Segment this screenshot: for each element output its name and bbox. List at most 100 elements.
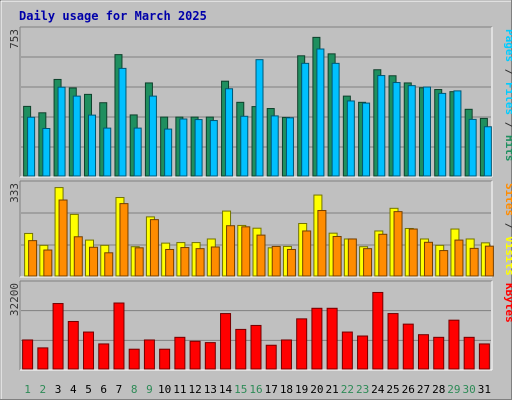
x-tick-label-day-19: 19 [295, 383, 308, 396]
x-tick-label-day-22: 22 [341, 383, 354, 396]
bar-sites-day-15 [241, 226, 251, 277]
bar-kbytes-day-29 [448, 319, 460, 370]
x-tick-label-day-30: 30 [463, 383, 476, 396]
bar-sites-day-25 [393, 211, 403, 277]
panel-visits-sites: 333 Sites / Visits [8, 180, 512, 278]
bar-kbytes-day-27 [417, 334, 429, 370]
x-axis-tick-labels: 1 2 3 4 5 6 7 8 9 10 11 12 13 14 15 16 17 18 19 20 21 22 23 24 2… [24, 383, 491, 396]
bar-sites-day-10 [165, 248, 175, 277]
chart-panels: 753 Pages / Files / Hits 333 Sites / Visits… [8, 26, 512, 371]
bar-files-day-24 [377, 75, 386, 177]
legend-segment: Files [503, 82, 512, 115]
bar-files-day-29 [453, 90, 462, 177]
legend-segment: / [503, 62, 512, 82]
bar-files-day-1 [27, 116, 36, 177]
bar-sites-day-14 [226, 225, 236, 277]
x-tick-label-day-8: 8 [131, 383, 138, 396]
legend-segment: KBytes [503, 283, 512, 323]
x-tick-label-day-31: 31 [478, 383, 491, 396]
bar-kbytes-day-17 [265, 344, 277, 370]
bar-kbytes-day-9 [143, 339, 155, 370]
bar-sites-day-7 [119, 203, 129, 277]
bar-files-day-31 [483, 126, 492, 177]
chart-title: Daily usage for March 2025 [19, 9, 207, 23]
legend-segment: Pages [503, 29, 512, 62]
bar-kbytes-day-1 [22, 339, 34, 370]
x-tick-label-day-24: 24 [371, 383, 385, 396]
bar-files-day-9 [148, 95, 157, 177]
bar-kbytes-day-5 [83, 331, 95, 370]
x-tick-label-day-18: 18 [280, 383, 293, 396]
bar-kbytes-day-3 [52, 303, 64, 370]
bar-sites-day-3 [58, 199, 68, 277]
x-tick-label-day-14: 14 [219, 383, 233, 396]
bar-sites-day-26 [408, 228, 418, 277]
bar-files-day-28 [438, 92, 447, 177]
x-tick-label-day-13: 13 [204, 383, 217, 396]
bar-files-day-21 [331, 62, 340, 177]
legend-segment: Visits [503, 236, 512, 276]
x-tick-label-day-28: 28 [432, 383, 445, 396]
bar-sites-day-1 [28, 240, 38, 277]
panel-pages-files-hits: 753 Pages / Files / Hits [8, 26, 512, 178]
x-tick-label-day-27: 27 [417, 383, 430, 396]
bar-kbytes-day-25 [387, 313, 399, 370]
bar-kbytes-day-22 [341, 331, 353, 370]
bar-files-day-16 [255, 59, 264, 177]
bar-kbytes-day-19 [296, 318, 308, 370]
bar-sites-day-19 [302, 230, 312, 277]
x-tick-label-day-5: 5 [85, 383, 92, 396]
x-tick-label-day-16: 16 [249, 383, 262, 396]
x-tick-label-day-25: 25 [386, 383, 399, 396]
axis-legend-visits-sites: Sites / Visits [503, 183, 512, 276]
bar-files-day-15 [240, 115, 249, 177]
bar-kbytes-day-13 [204, 342, 216, 370]
bar-files-day-30 [468, 118, 477, 177]
bar-kbytes-day-24 [372, 291, 384, 370]
x-tick-label-day-7: 7 [116, 383, 123, 396]
bar-sites-day-28 [439, 250, 449, 277]
x-tick-label-day-9: 9 [146, 383, 153, 396]
x-tick-label-day-1: 1 [24, 383, 31, 396]
bar-sites-day-9 [149, 219, 159, 277]
bar-sites-day-11 [180, 247, 190, 277]
bar-sites-day-6 [104, 252, 114, 277]
bar-sites-day-2 [43, 249, 53, 277]
bar-files-day-19 [301, 62, 310, 177]
bar-sites-day-4 [73, 236, 83, 277]
bar-files-day-5 [88, 114, 97, 177]
bar-kbytes-day-10 [159, 348, 171, 370]
bar-files-day-3 [57, 86, 66, 177]
bar-sites-day-29 [454, 239, 464, 277]
bar-files-day-11 [179, 118, 188, 177]
bar-files-day-13 [209, 120, 218, 177]
bar-sites-day-16 [256, 234, 266, 277]
bar-sites-day-5 [89, 246, 99, 277]
bar-sites-day-8 [134, 247, 144, 277]
bar-kbytes-day-31 [478, 343, 490, 370]
bar-kbytes-day-14 [220, 313, 232, 370]
bar-sites-day-31 [484, 245, 494, 277]
y-max-label: 753 [8, 29, 21, 49]
bar-files-day-7 [118, 67, 127, 177]
bar-files-day-8 [133, 127, 142, 177]
bar-kbytes-day-2 [37, 347, 49, 370]
x-tick-label-day-3: 3 [55, 383, 62, 396]
panel-kbytes: 32200 KBytes [8, 280, 512, 371]
bar-files-day-6 [103, 127, 112, 177]
x-tick-label-day-6: 6 [100, 383, 107, 396]
x-tick-label-day-23: 23 [356, 383, 369, 396]
bar-sites-day-27 [423, 241, 433, 277]
bar-files-day-2 [42, 127, 51, 177]
x-tick-label-day-2: 2 [40, 383, 47, 396]
bar-kbytes-day-23 [357, 335, 369, 370]
bar-kbytes-day-12 [189, 340, 201, 370]
bar-kbytes-day-18 [280, 339, 292, 370]
bar-sites-day-24 [378, 233, 388, 277]
bar-files-day-25 [392, 82, 401, 177]
bar-kbytes-day-7 [113, 302, 125, 370]
x-tick-label-day-4: 4 [70, 383, 77, 396]
bar-sites-day-13 [210, 246, 220, 277]
bar-kbytes-day-4 [67, 320, 79, 370]
bar-sites-day-18 [286, 248, 296, 277]
